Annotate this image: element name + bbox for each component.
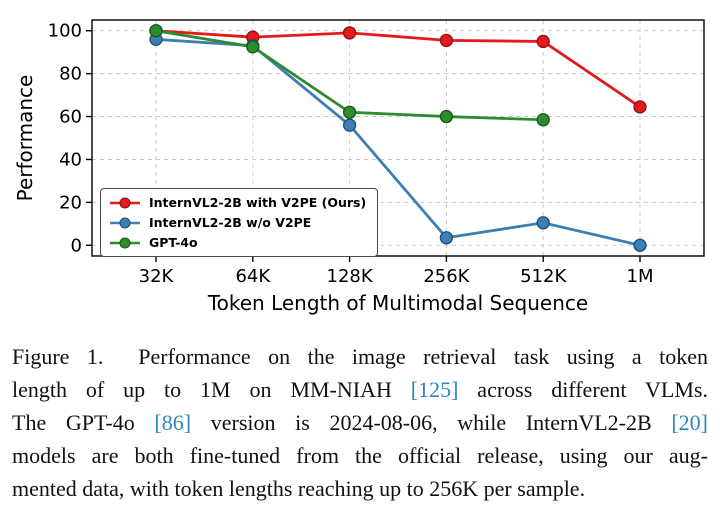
caption-line: Figure 1. Performance on the image retri… — [12, 340, 708, 373]
data-point-marker — [149, 24, 163, 38]
data-point-marker — [633, 238, 647, 252]
data-point-marker — [342, 26, 357, 40]
y-tick-label: 0 — [71, 235, 82, 256]
legend-label: InternVL2-2B w/o V2PE — [149, 215, 312, 230]
y-tick-label: 100 — [48, 21, 82, 42]
caption-text: mented data, with token lengths reaching… — [12, 476, 586, 501]
citation-link[interactable]: [20] — [671, 410, 709, 435]
citation-link[interactable]: [86] — [154, 410, 192, 435]
data-point-marker — [439, 33, 454, 48]
caption-text: models are both fine-tuned from the offi… — [12, 443, 708, 468]
data-point-marker — [633, 100, 647, 114]
x-tick-label: 256K — [423, 266, 470, 287]
caption-text: The GPT-4o — [12, 410, 155, 435]
series-line — [155, 29, 641, 109]
figure-caption: Figure 1. Performance on the image retri… — [12, 340, 708, 505]
y-tick-label: 80 — [59, 64, 82, 85]
y-axis-label: Performance — [13, 75, 37, 202]
x-axis-label: Token Length of Multimodal Sequence — [207, 291, 588, 315]
performance-chart: 0 20 40 60 80 100 32K 64K 128K 256K 512K 1M Token Le… — [0, 6, 720, 318]
plot-border — [91, 19, 705, 257]
legend-item: InternVL2-2B with V2PE (Ours) — [108, 194, 366, 211]
caption-text: length of up to 1M on MM-NIAH — [12, 377, 411, 402]
caption-line: length of up to 1M on MM-NIAH [125] acro… — [12, 373, 708, 406]
legend-label: InternVL2-2B with V2PE (Ours) — [149, 195, 367, 210]
data-point-marker — [342, 118, 357, 132]
data-point-marker — [439, 109, 454, 124]
caption-text: version is 2024-08-06, while InternVL2-2… — [191, 410, 672, 435]
data-point-marker — [342, 105, 357, 119]
data-point-marker — [536, 113, 550, 127]
x-tick-label: 32K — [139, 266, 175, 287]
x-tick-label: 128K — [327, 266, 374, 287]
legend-marker-icon — [110, 236, 140, 249]
legend-marker-icon — [110, 196, 140, 209]
citation-link[interactable]: [125] — [410, 377, 459, 402]
legend-item: GPT-4o — [108, 234, 366, 251]
legend-item: InternVL2-2B w/o V2PE — [108, 214, 366, 231]
x-tick-label: 1M — [627, 266, 654, 287]
data-point-marker — [536, 216, 550, 230]
y-tick-label: 20 — [59, 192, 82, 213]
figure-page: 0 20 40 60 80 100 32K 64K 128K 256K 512K 1M Token Le… — [0, 6, 720, 525]
y-tick-label: 60 — [59, 107, 82, 128]
chart-svg: 0 20 40 60 80 100 32K 64K 128K 256K 512K 1M Token Le… — [13, 19, 705, 315]
legend-label: GPT-4o — [149, 235, 198, 250]
data-point-marker — [536, 34, 550, 49]
chart-legend: InternVL2-2B with V2PE (Ours) InternVL2-2… — [100, 188, 379, 257]
caption-line: models are both fine-tuned from the offi… — [12, 439, 708, 472]
legend-marker-icon — [110, 216, 140, 229]
data-point-marker — [439, 231, 454, 245]
caption-line: mented data, with token lengths reaching… — [12, 472, 708, 505]
caption-line: The GPT-4o [86] version is 2024-08-06, w… — [12, 406, 708, 439]
caption-text: Figure 1. Performance on the image retri… — [12, 344, 708, 369]
caption-text: across different VLMs. — [458, 377, 708, 402]
data-point-marker — [246, 40, 260, 54]
x-tick-label: 64K — [235, 266, 271, 287]
x-tick-label: 512K — [520, 266, 567, 287]
y-tick-label: 40 — [59, 149, 82, 170]
